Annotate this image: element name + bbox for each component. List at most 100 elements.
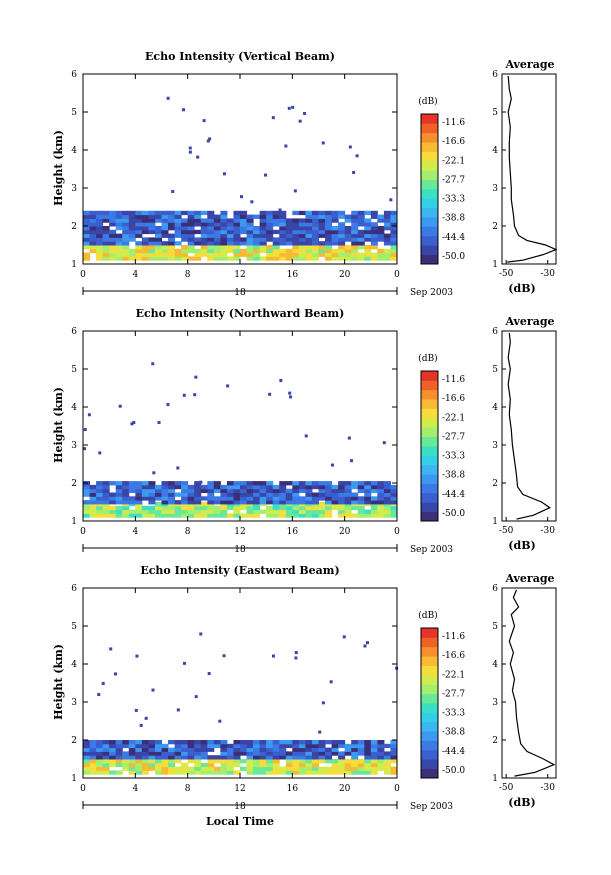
- heatmap-cell: [246, 755, 254, 760]
- heatmap-cell: [338, 759, 346, 764]
- average-title: Average: [504, 572, 554, 585]
- heatmap-cell: [344, 233, 352, 238]
- heatmap-cell: [220, 488, 228, 493]
- heatmap-cell: [148, 759, 156, 764]
- y-tick-label: 6: [71, 70, 77, 80]
- heatmap-cell: [377, 509, 385, 514]
- heatmap-cell: [292, 210, 300, 216]
- heatmap-cell: [390, 256, 398, 261]
- heatmap-cell: [233, 751, 241, 756]
- heatmap-cell: [181, 210, 189, 216]
- colorbar-band: [421, 245, 438, 256]
- heatmap-cell: [259, 496, 267, 501]
- heatmap-cell: [259, 214, 267, 219]
- heatmap-cell: [213, 214, 221, 219]
- average-x-label: (dB): [508, 539, 535, 552]
- heatmap-cell: [115, 226, 123, 231]
- heatmap-cell: [246, 747, 254, 752]
- heatmap-cell: [193, 393, 197, 397]
- heatmap-cell: [102, 740, 110, 745]
- heatmap-cell: [207, 210, 215, 216]
- heatmap-cell: [253, 751, 261, 756]
- heatmap-cell: [148, 747, 156, 752]
- heatmap-cell: [148, 751, 156, 756]
- heatmap-cell: [148, 766, 156, 771]
- heatmap-cell: [344, 229, 352, 235]
- heatmap-cell: [187, 513, 195, 518]
- heatmap-cell: [292, 762, 300, 768]
- heatmap-cell: [154, 740, 162, 745]
- heatmap-cell: [109, 248, 117, 254]
- heatmap-cell: [318, 755, 326, 760]
- heatmap-cell: [171, 190, 175, 194]
- colorbar-band: [421, 417, 438, 428]
- heatmap-cell: [285, 751, 293, 756]
- heatmap-cell: [246, 740, 254, 745]
- heatmap-cell: [272, 770, 280, 775]
- heatmap-cell: [298, 218, 306, 223]
- heatmap-cell: [298, 237, 306, 242]
- heatmap-cell: [325, 233, 333, 238]
- heatmap-cell: [325, 214, 333, 219]
- heatmap-cell: [220, 747, 228, 752]
- heatmap-cell: [383, 762, 391, 768]
- colorbar-tick-label: -50.0: [442, 252, 465, 262]
- heatmap-cell: [279, 766, 287, 771]
- heatmap-cell: [331, 500, 339, 505]
- heatmap-cell: [154, 226, 162, 231]
- heatmap-cell: [154, 505, 162, 511]
- heatmap-cell: [331, 214, 339, 219]
- heatmap-cell: [89, 759, 97, 764]
- heatmap-cell: [161, 770, 169, 775]
- heatmap-cell: [370, 759, 378, 764]
- heatmap-cell: [298, 245, 306, 250]
- heatmap-cell: [318, 496, 326, 501]
- heatmap-cell: [168, 505, 176, 511]
- colorbar-band: [421, 502, 438, 513]
- heatmap-cell: [246, 218, 254, 223]
- heatmap-cell: [148, 740, 156, 745]
- heatmap-cell: [298, 248, 306, 254]
- heatmap-cell: [357, 509, 365, 514]
- heatmap-cell: [233, 762, 241, 768]
- heatmap-cell: [181, 226, 189, 231]
- colorbar-band: [421, 646, 438, 657]
- heatmap-cell: [318, 770, 326, 775]
- heatmap-cell: [226, 248, 234, 254]
- heatmap-cell: [233, 500, 241, 505]
- heatmap-cell: [253, 248, 261, 254]
- x-tick-label: 0: [394, 784, 400, 794]
- heatmap-cell: [311, 252, 319, 257]
- heatmap-cell: [226, 762, 234, 768]
- colorbar-band: [421, 446, 438, 456]
- heatmap-cell: [298, 496, 306, 501]
- heatmap-cell: [187, 500, 195, 505]
- heatmap-cell: [240, 248, 248, 254]
- heatmap-cell: [202, 119, 206, 123]
- heatmap-cell: [181, 755, 189, 760]
- x-tick-label: 8: [185, 270, 191, 280]
- average-title: Average: [504, 315, 554, 328]
- heatmap-cell: [347, 436, 351, 440]
- heatmap-cell: [213, 755, 221, 760]
- heatmap-cell: [285, 766, 293, 771]
- colorbar-band: [421, 371, 438, 381]
- heatmap-cell: [220, 509, 228, 514]
- heatmap-cell: [109, 755, 117, 760]
- heatmap-cell: [331, 743, 339, 749]
- heatmap-cell: [135, 509, 143, 514]
- heatmap-cell: [168, 218, 176, 223]
- heatmap-cell: [135, 492, 143, 497]
- heatmap-cell: [357, 759, 365, 764]
- heatmap-cell: [141, 248, 149, 254]
- heatmap-cell: [200, 233, 208, 238]
- heatmap-cell: [96, 226, 104, 231]
- heatmap-cell: [266, 226, 274, 231]
- heatmap-cell: [246, 500, 254, 505]
- heatmap-cell: [318, 730, 322, 734]
- heatmap-cell: [102, 218, 110, 223]
- heatmap-cell: [226, 492, 234, 497]
- heatmap-cell: [390, 252, 398, 257]
- heatmap-cell: [253, 226, 261, 231]
- heatmap-cell: [122, 492, 130, 497]
